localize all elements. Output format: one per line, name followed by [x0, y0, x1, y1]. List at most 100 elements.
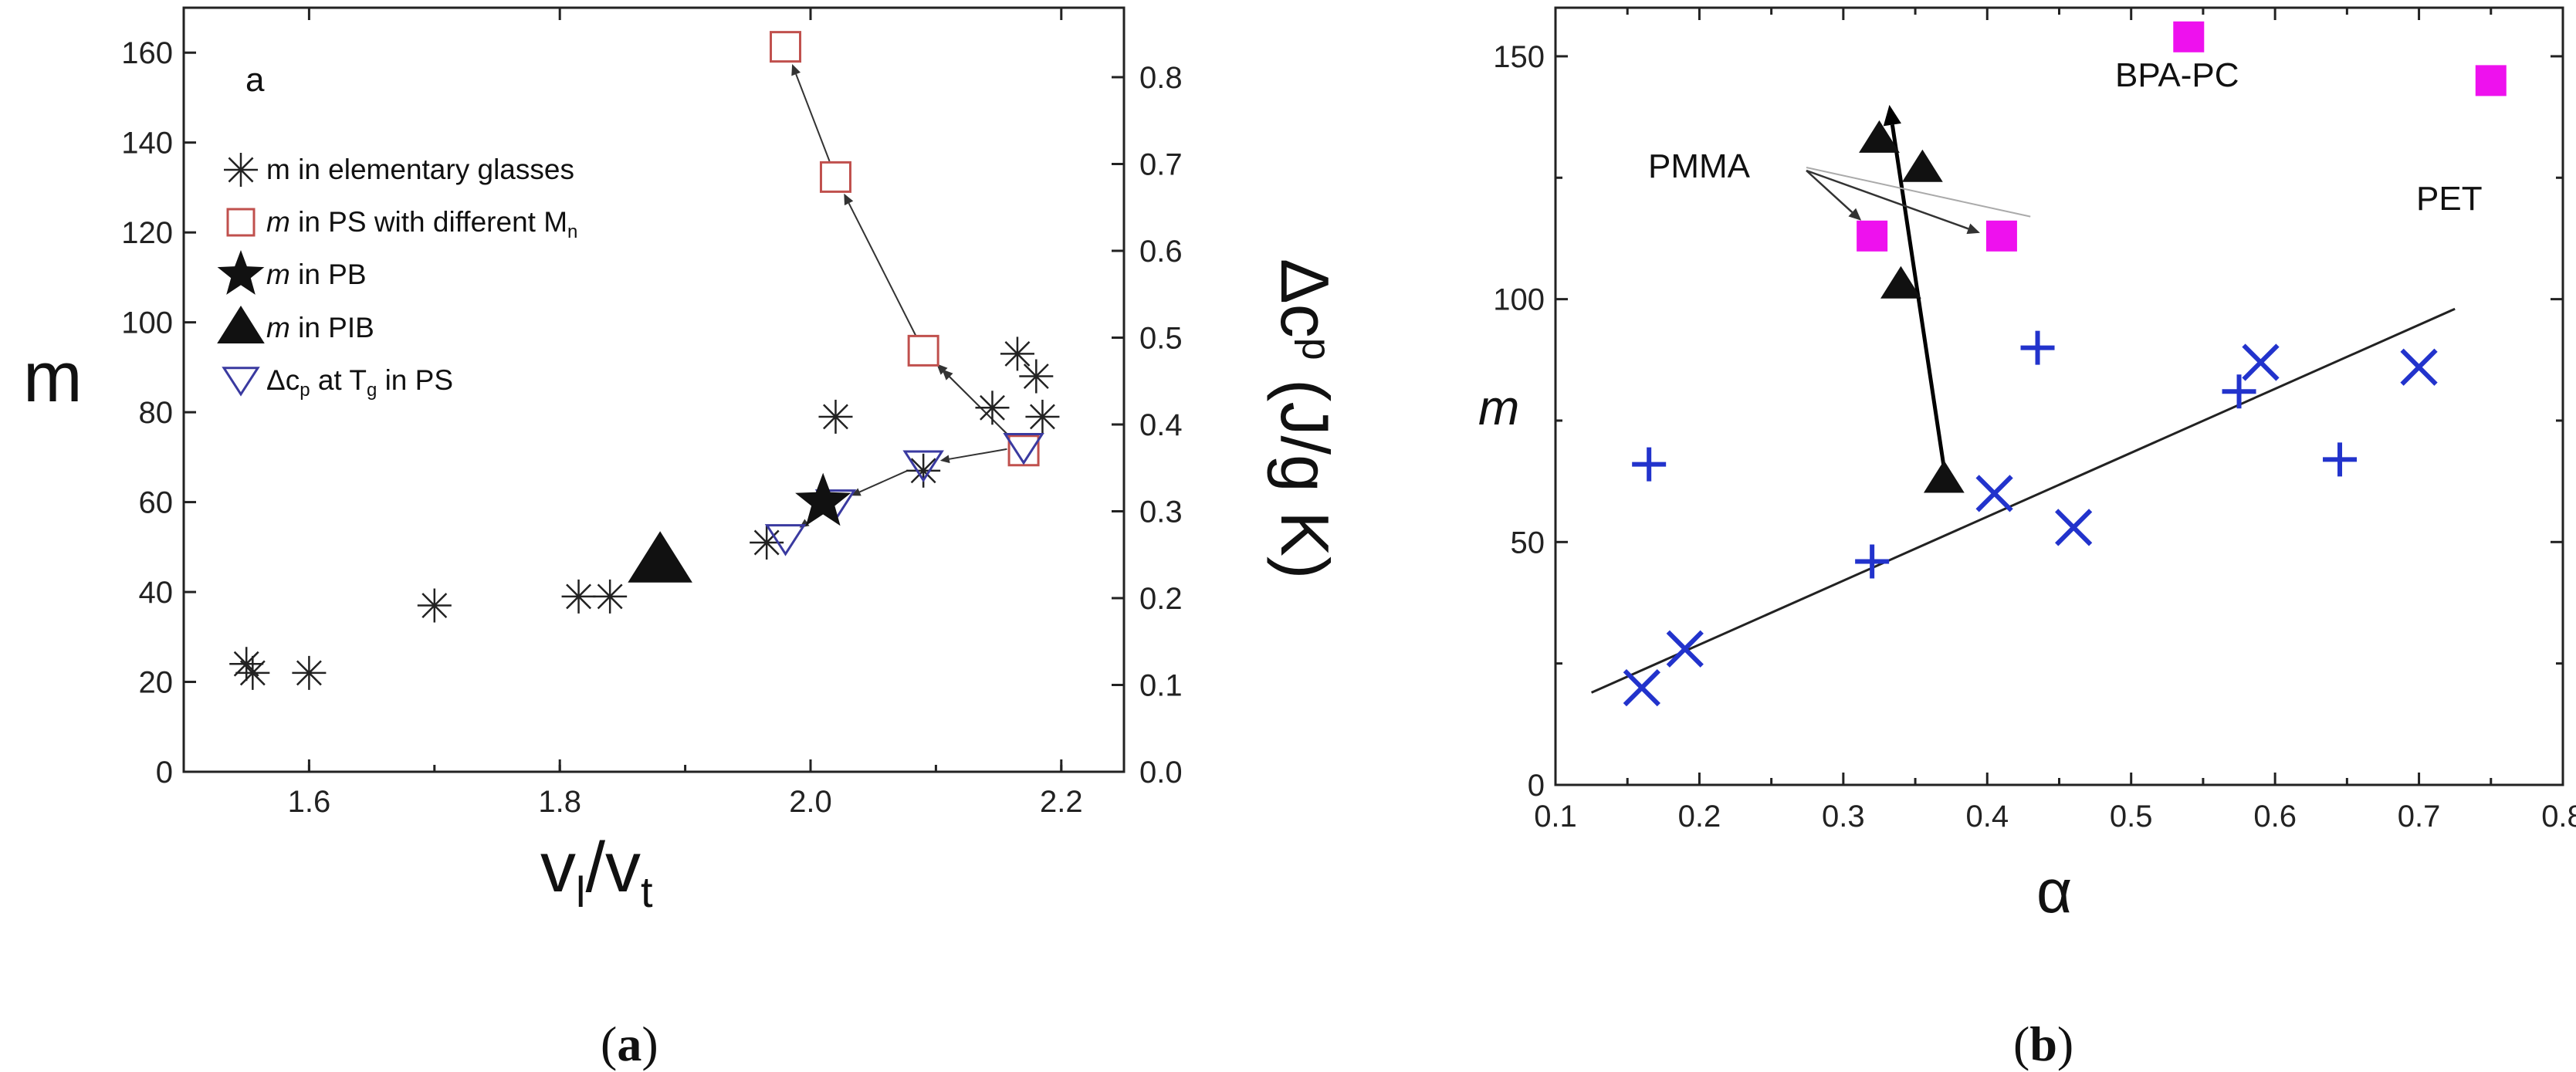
y-tick-label: 0: [156, 756, 173, 790]
dcp-arrow: [851, 469, 909, 496]
ps-arrow-shaft: [848, 202, 917, 336]
legend-ps-italic: m: [266, 206, 290, 238]
point-elementary: [417, 588, 452, 623]
panel-a-legend: m in elementary glasses m in PS with dif…: [217, 153, 577, 401]
y-tick-label: 20: [139, 666, 174, 700]
point-square: [2173, 21, 2205, 52]
legend-ps-sub: n: [567, 222, 577, 242]
x-tick-label: 0.3: [1822, 800, 1865, 834]
point-x: [1623, 669, 1660, 707]
legend-icon-pb: [217, 250, 265, 295]
legend-pb-italic: m: [266, 259, 290, 290]
caption-b: (b): [2013, 1016, 2073, 1071]
y2-tick-label: 0.0: [1139, 756, 1183, 790]
point-x-stroke: [1623, 669, 1660, 707]
point-ps: [770, 31, 802, 63]
point-plus: [1855, 544, 1890, 579]
point-x: [2242, 343, 2280, 381]
point-triangle: [1923, 460, 1965, 493]
point-elementary: [1019, 359, 1054, 394]
point-dcp: [1003, 433, 1044, 465]
point-pib: [628, 531, 692, 583]
legend-dcp-a: Δc: [266, 364, 300, 396]
point-square: [1857, 220, 1888, 252]
y-tick-label: 100: [1493, 283, 1545, 317]
x-tick-label: 0.8: [2541, 800, 2576, 834]
point-triangle: [1901, 149, 1943, 182]
point-x-stroke: [1666, 630, 1704, 668]
panel-b-points: [1623, 21, 2507, 707]
point-elementary-stroke: [296, 660, 322, 686]
point-elementary: [292, 655, 327, 690]
point-elementary: [593, 579, 628, 614]
legend-icon-elementary: [224, 153, 258, 187]
panel-a-x-ticks: 1.6 1.8 2.0 2.2: [182, 8, 1083, 819]
y2-tick-label: 0.5: [1139, 322, 1183, 356]
panel-a-label: a: [245, 61, 265, 99]
point-plus: [2323, 442, 2358, 477]
legend-dcp-b: at T: [310, 364, 367, 396]
dcp-arrow-head: [851, 488, 861, 496]
point-elementary-stroke: [1029, 404, 1055, 430]
panel-b-y-title: m: [1478, 380, 1519, 435]
legend-icon-dcp: [222, 367, 260, 397]
y-tick-label: 120: [121, 216, 173, 250]
panel-b-plot-frame: [1554, 6, 2564, 786]
legend-pib-italic: m: [266, 312, 290, 343]
panel-a-x-title: vl/vt: [540, 828, 653, 916]
legend-icon-pib: [217, 306, 265, 343]
dcp-arrow: [939, 448, 1007, 464]
point-elementary-stroke: [421, 593, 448, 618]
panel-a-y2-title: Δcp (J/g K): [1267, 259, 1343, 579]
point-elementary-stroke: [239, 660, 266, 686]
pmma-arrow-head: [1848, 208, 1862, 221]
point-elementary-stroke: [597, 583, 623, 610]
y-tick-label: 50: [1511, 526, 1545, 560]
point-elementary: [975, 391, 1010, 425]
y-tick-label: 40: [139, 576, 174, 610]
point-ps: [1007, 435, 1040, 467]
pmma-arrow: [1806, 169, 1980, 235]
ps-arrow-low: [942, 369, 1009, 436]
legend-pb-text: in PB: [290, 259, 367, 290]
point-elementary-stroke: [1004, 340, 1031, 367]
legend-dcp: Δcp at Tg in PS: [266, 364, 453, 401]
point-x: [1975, 475, 2013, 512]
y2-tick-label: 0.2: [1139, 582, 1183, 616]
point-elementary: [906, 453, 941, 488]
point-x-stroke: [1975, 475, 2013, 512]
legend-icon-elementary-stroke: [228, 157, 254, 183]
point-elementary-stroke: [823, 404, 848, 430]
point-elementary: [818, 399, 853, 434]
ps-arrow-shaft: [795, 73, 831, 162]
legend-ps-text: in PS with different M: [290, 206, 567, 238]
ps-arrow-low-head: [942, 369, 953, 380]
point-x-stroke: [2400, 348, 2438, 386]
panel-b-x-ticks: 0.1 0.2 0.3 0.4 0.5 0.6 0.7 0.8: [1534, 8, 2576, 834]
point-ps: [907, 334, 939, 367]
panel-b-y-ticks: 0 50 100 150: [1493, 40, 2563, 803]
point-elementary-stroke: [910, 458, 936, 484]
dcp-arrow-head: [939, 455, 950, 464]
panel-a-points: [229, 31, 1060, 690]
y2-tick-label: 0.6: [1139, 235, 1183, 269]
panel-a-y2-ticks: 0.0 0.1 0.2 0.3 0.4 0.5 0.6 0.7 0.8: [1112, 61, 1183, 790]
x-tick-label: 0.6: [2253, 800, 2297, 834]
point-dcp: [764, 524, 807, 556]
ps-arrow-low-shaft: [949, 376, 1009, 436]
dcp-arrow-shaft: [949, 448, 1007, 460]
point-plus: [2222, 374, 2256, 409]
pmma-trend-arrow-head: [1883, 104, 1901, 127]
point-x-stroke: [2055, 509, 2093, 546]
point-pb: [795, 472, 851, 526]
point-elementary-stroke: [233, 651, 259, 677]
fit-line: [1590, 307, 2456, 694]
y2-tick-label: 0.7: [1139, 148, 1183, 182]
x-tick-label: 0.5: [2110, 800, 2153, 834]
ps-arrow-head: [844, 193, 854, 206]
point-x: [2055, 509, 2093, 546]
y2-tick-label: 0.4: [1139, 408, 1183, 442]
legend-ps: m in PS with different Mn: [266, 206, 577, 242]
y-tick-label: 100: [121, 306, 173, 340]
x-tick-label: 2.2: [1040, 785, 1083, 819]
